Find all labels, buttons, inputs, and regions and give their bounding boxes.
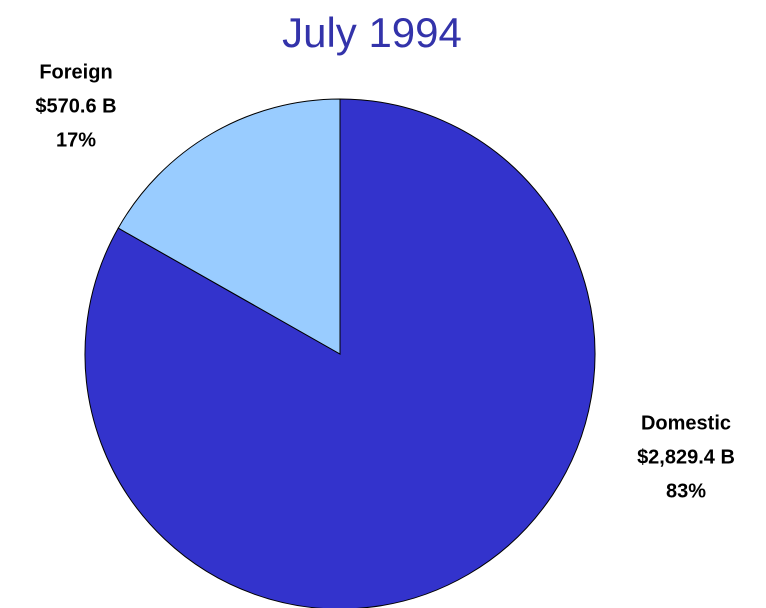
slice-label: Foreign: [39, 61, 112, 83]
chart-title: July 1994: [282, 9, 462, 56]
slice-label: Domestic: [641, 412, 731, 434]
pie-slice: [84, 98, 596, 608]
pie-slice: [117, 98, 341, 355]
slice-label: $570.6 B: [35, 95, 116, 117]
slice-label: 83%: [666, 480, 706, 502]
slice-label: 17%: [56, 129, 96, 151]
slice-label: $2,829.4 B: [637, 446, 735, 468]
